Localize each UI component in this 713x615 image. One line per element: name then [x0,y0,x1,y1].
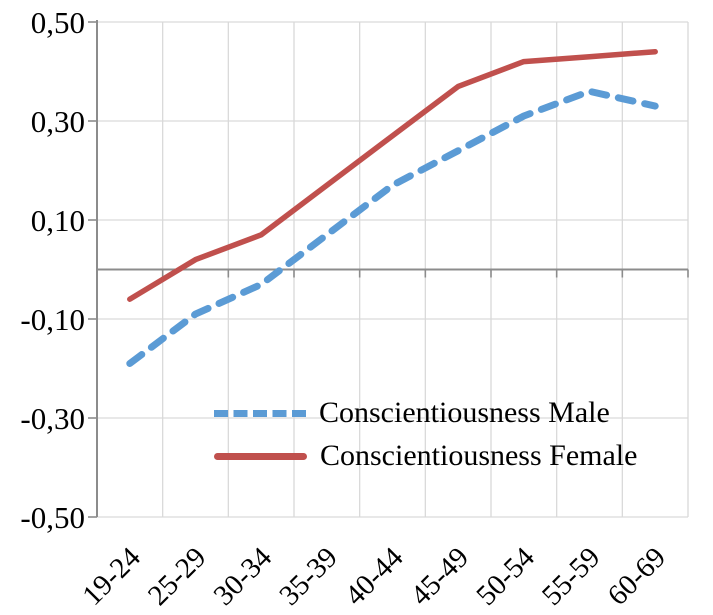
x-tick-labels: 19-2425-2930-3435-3940-4445-4950-5455-59… [76,541,672,612]
x-tick-label: 25-29 [142,541,212,611]
x-tick-label: 35-39 [273,541,343,611]
y-tick-label: 0,30 [31,104,85,139]
legend-label-male: Conscientiousness Male [319,395,610,429]
male-series-line [126,87,659,367]
y-tick-label: -0,10 [20,302,85,337]
y-tick-label: -0,30 [20,401,85,436]
x-tick-label: 19-24 [76,541,147,612]
x-tick-label: 60-69 [602,541,672,611]
legend-item-male: Conscientiousness Male [214,392,637,435]
y-tick-label: 0,50 [31,5,85,40]
male-dashed-line-swatch [214,410,306,417]
x-tick-label: 30-34 [208,541,279,612]
x-tick-label: 50-54 [470,541,541,612]
x-tick-label: 45-49 [405,541,475,611]
legend-item-female: Conscientiousness Female [214,435,637,478]
x-tick-label: 40-44 [339,541,410,612]
legend-label-female: Conscientiousness Female [320,438,638,472]
chart-legend: Conscientiousness Male Conscientiousness… [214,392,637,478]
y-tick-label: 0,10 [31,203,85,238]
axes [88,20,689,518]
female-series-line [127,48,658,302]
x-tick-label: 55-59 [536,541,606,611]
y-tick-labels: 0,50 0,30 0,10 -0,10 -0,30 -0,50 [20,5,85,535]
y-tick-label: -0,50 [20,500,85,535]
female-solid-line-swatch [214,453,307,460]
